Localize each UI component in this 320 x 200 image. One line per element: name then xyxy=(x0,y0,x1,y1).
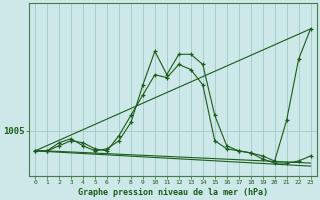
X-axis label: Graphe pression niveau de la mer (hPa): Graphe pression niveau de la mer (hPa) xyxy=(78,188,268,197)
